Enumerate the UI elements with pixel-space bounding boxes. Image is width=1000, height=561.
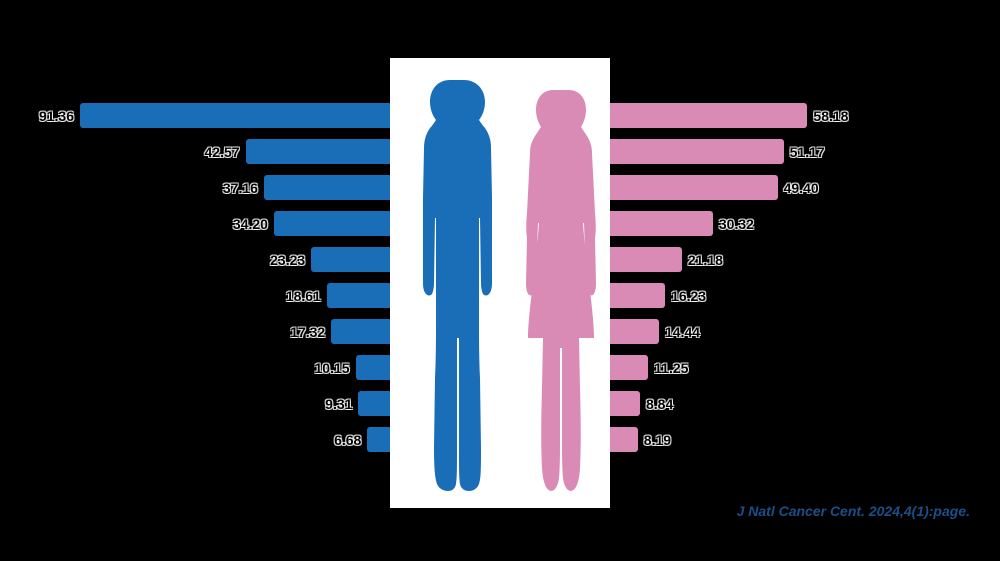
male-bar-label: 6.68 bbox=[334, 432, 361, 448]
male-bar-label: 91.36 bbox=[39, 108, 74, 124]
chart-container: 91.36 42.57 37.16 34.20 23.23 18.61 17.32 10.15… bbox=[0, 58, 1000, 528]
female-bar bbox=[610, 175, 778, 200]
female-bar-row: 16.23 bbox=[610, 278, 1000, 313]
male-bar-label: 9.31 bbox=[325, 396, 352, 412]
female-bars-group: 58.18 51.17 49.40 30.32 21.18 16.23 14.44 11.25… bbox=[610, 98, 1000, 458]
male-bar-row: 17.32 bbox=[0, 314, 390, 349]
male-bar-row: 34.20 bbox=[0, 206, 390, 241]
male-bar bbox=[311, 247, 390, 272]
female-bar-row: 49.40 bbox=[610, 170, 1000, 205]
male-bar-row: 23.23 bbox=[0, 242, 390, 277]
female-bar-row: 8.84 bbox=[610, 386, 1000, 421]
female-bar-row: 21.18 bbox=[610, 242, 1000, 277]
male-bar-row: 91.36 bbox=[0, 98, 390, 133]
male-bar bbox=[246, 139, 390, 164]
male-bar-row: 37.16 bbox=[0, 170, 390, 205]
male-bar bbox=[358, 391, 390, 416]
female-bar-label: 8.84 bbox=[646, 396, 673, 412]
female-bar-row: 11.25 bbox=[610, 350, 1000, 385]
male-bar-row: 6.68 bbox=[0, 422, 390, 457]
female-bar-row: 58.18 bbox=[610, 98, 1000, 133]
female-bar-label: 51.17 bbox=[790, 144, 825, 160]
female-bar bbox=[610, 103, 807, 128]
male-silhouette-icon bbox=[402, 78, 497, 493]
male-bar bbox=[367, 427, 390, 452]
male-bar-label: 42.57 bbox=[205, 144, 240, 160]
female-bar bbox=[610, 283, 665, 308]
female-bar bbox=[610, 391, 640, 416]
male-bar-row: 18.61 bbox=[0, 278, 390, 313]
female-bar bbox=[610, 355, 648, 380]
female-bar-label: 58.18 bbox=[813, 108, 848, 124]
female-bar-row: 51.17 bbox=[610, 134, 1000, 169]
male-bar bbox=[331, 319, 390, 344]
female-bar-label: 21.18 bbox=[688, 252, 723, 268]
male-bar-label: 18.61 bbox=[286, 288, 321, 304]
female-bar-row: 30.32 bbox=[610, 206, 1000, 241]
female-bar-row: 14.44 bbox=[610, 314, 1000, 349]
male-bar bbox=[356, 355, 390, 380]
female-bar-label: 11.25 bbox=[654, 360, 688, 376]
male-bar-label: 17.32 bbox=[290, 324, 325, 340]
male-bar bbox=[274, 211, 390, 236]
male-bar-label: 23.23 bbox=[270, 252, 305, 268]
female-bar-label: 8.19 bbox=[644, 432, 671, 448]
male-bar-label: 10.15 bbox=[315, 360, 350, 376]
female-bar-label: 16.23 bbox=[671, 288, 706, 304]
male-bar bbox=[264, 175, 390, 200]
center-panel bbox=[390, 58, 610, 508]
female-bar-row: 8.19 bbox=[610, 422, 1000, 457]
female-silhouette-icon bbox=[508, 88, 598, 493]
male-bar bbox=[327, 283, 390, 308]
female-bar-label: 49.40 bbox=[784, 180, 819, 196]
female-bar bbox=[610, 247, 682, 272]
male-bar-row: 10.15 bbox=[0, 350, 390, 385]
male-bar-row: 9.31 bbox=[0, 386, 390, 421]
female-bar-label: 14.44 bbox=[665, 324, 700, 340]
male-bar bbox=[80, 103, 390, 128]
female-bar bbox=[610, 139, 784, 164]
male-bar-label: 34.20 bbox=[233, 216, 268, 232]
female-bar bbox=[610, 211, 713, 236]
male-bars-group: 91.36 42.57 37.16 34.20 23.23 18.61 17.32 10.15… bbox=[0, 98, 390, 458]
male-bar-row: 42.57 bbox=[0, 134, 390, 169]
male-bar-label: 37.16 bbox=[223, 180, 258, 196]
citation-text: J Natl Cancer Cent. 2024,4(1):page. bbox=[737, 503, 970, 519]
female-bar-label: 30.32 bbox=[719, 216, 754, 232]
female-bar bbox=[610, 427, 638, 452]
female-bar bbox=[610, 319, 659, 344]
